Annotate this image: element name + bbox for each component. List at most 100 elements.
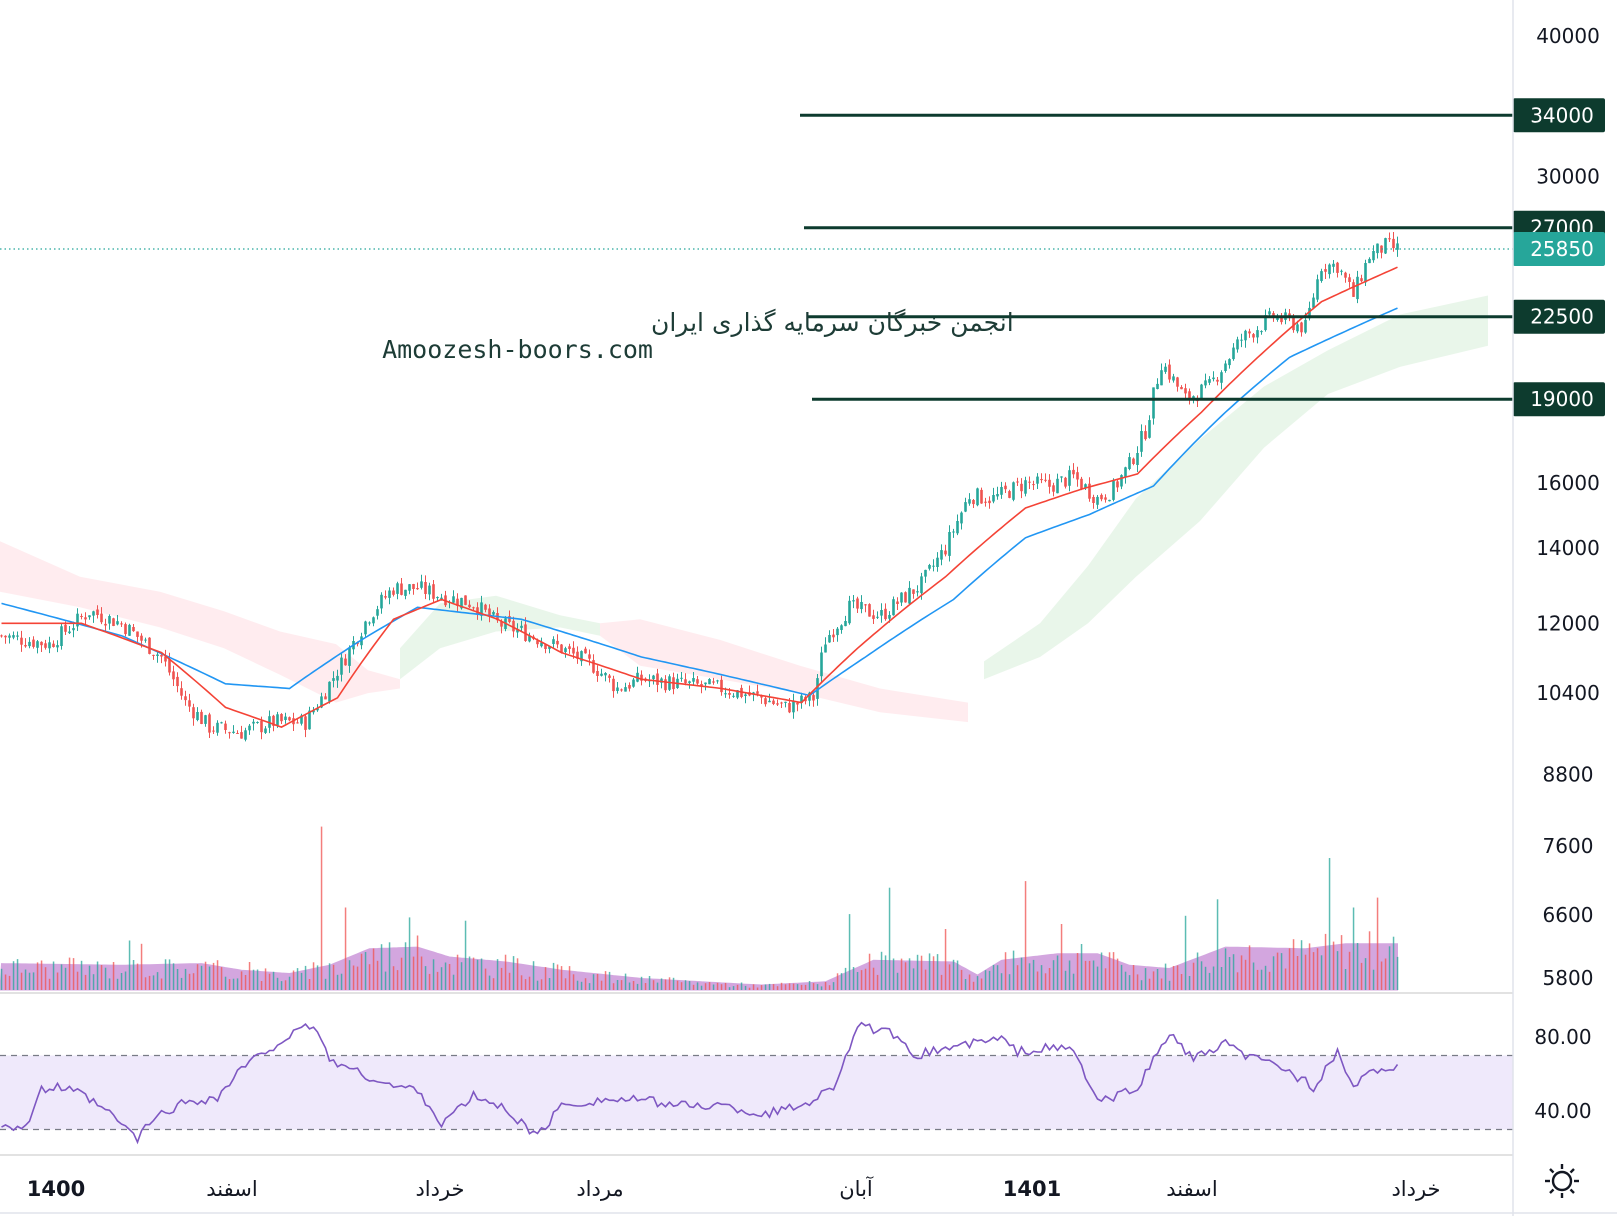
candle-body xyxy=(920,576,923,594)
candle-body xyxy=(916,591,919,593)
candle-body xyxy=(1036,476,1039,484)
volume-bar xyxy=(1180,974,1183,990)
candle-body xyxy=(20,637,23,645)
volume-bar xyxy=(940,974,943,990)
candle-body xyxy=(960,512,963,524)
candle xyxy=(716,679,719,684)
volume-bar xyxy=(12,961,15,990)
candle xyxy=(620,688,623,692)
candle xyxy=(1144,425,1147,441)
candle xyxy=(1232,343,1235,361)
volume-bar xyxy=(160,978,163,990)
volume-bar xyxy=(440,967,443,990)
candle xyxy=(328,681,331,704)
volume-bar xyxy=(764,984,767,990)
candle-body xyxy=(1248,331,1251,334)
candle-body xyxy=(1164,366,1167,372)
volume-bar xyxy=(1268,971,1271,990)
volume-bar xyxy=(1096,966,1099,990)
candle-body xyxy=(284,716,287,720)
volume-bar xyxy=(584,978,587,990)
candle-body xyxy=(800,695,803,703)
volume-bar xyxy=(552,962,555,990)
volume-bar xyxy=(356,966,359,990)
candle-body xyxy=(796,702,799,705)
volume-bar xyxy=(452,974,455,990)
candle-body xyxy=(296,722,299,724)
volume-bar xyxy=(832,982,835,990)
candle xyxy=(1388,232,1391,242)
volume-bar xyxy=(76,971,79,990)
volume-bar xyxy=(804,984,807,990)
volume-bar xyxy=(640,976,643,990)
volume-bar xyxy=(776,986,779,990)
volume-bar xyxy=(164,959,167,990)
volume-bar xyxy=(560,966,563,990)
candle xyxy=(284,712,287,724)
volume-bar xyxy=(472,957,475,990)
volume-bar xyxy=(1364,958,1367,990)
candle-body xyxy=(308,710,311,730)
candle-body xyxy=(1052,485,1055,492)
candle xyxy=(148,637,151,655)
candle xyxy=(712,677,715,685)
volume-bar xyxy=(1100,952,1103,990)
volume-bar xyxy=(1392,936,1395,990)
candle xyxy=(592,654,595,674)
candle xyxy=(1108,499,1111,502)
candle-body xyxy=(1096,496,1099,505)
candle-body xyxy=(228,732,231,734)
volume-bar xyxy=(380,944,383,990)
volume-bar xyxy=(864,968,867,990)
volume-bar xyxy=(728,987,731,990)
volume-bar xyxy=(772,984,775,990)
volume-bar xyxy=(40,960,43,990)
volume-bar xyxy=(340,973,343,990)
candle-body xyxy=(212,730,215,732)
y-tick-label: 10400 xyxy=(1536,681,1600,705)
volume-bar xyxy=(92,974,95,990)
candle xyxy=(296,719,299,724)
volume-bar xyxy=(812,983,815,990)
candle xyxy=(1052,482,1055,497)
candle xyxy=(120,621,123,627)
candle-body xyxy=(1244,330,1247,341)
candle-body xyxy=(1024,480,1027,494)
volume-bar xyxy=(192,973,195,990)
volume-bar xyxy=(1360,962,1363,990)
candle xyxy=(484,603,487,613)
volume-bar xyxy=(396,970,399,990)
y-tick-label: 16000 xyxy=(1536,471,1600,495)
candle xyxy=(96,605,99,619)
candle xyxy=(776,699,779,706)
volume-bar xyxy=(912,968,915,990)
volume-bar xyxy=(28,972,31,990)
volume-bar xyxy=(1328,858,1331,990)
volume-bar xyxy=(1168,980,1171,990)
candle-body xyxy=(88,615,91,618)
candle xyxy=(780,701,783,708)
candle-body xyxy=(200,711,203,724)
volume-bar xyxy=(576,980,579,990)
volume-bar xyxy=(1220,967,1223,990)
candle-body xyxy=(1076,472,1079,480)
candle-body xyxy=(972,500,975,505)
volume-bar xyxy=(1104,968,1107,990)
volume-bar xyxy=(268,973,271,990)
candle-body xyxy=(1080,478,1083,490)
x-tick-label: 1400 xyxy=(27,1177,85,1201)
volume-bar xyxy=(432,959,435,990)
volume-bar xyxy=(224,976,227,990)
watermark: انجمن خبرگان سرمایه گذاری ایران Amoozesh… xyxy=(382,308,1014,364)
volume-bar xyxy=(692,984,695,990)
candle xyxy=(1132,457,1135,466)
candle-body xyxy=(692,678,695,682)
candle xyxy=(488,604,491,623)
candle-body xyxy=(340,657,343,675)
volume-bar xyxy=(1020,957,1023,990)
settings-button[interactable] xyxy=(1545,1164,1579,1198)
candle xyxy=(48,636,51,654)
candle-body xyxy=(944,550,947,555)
